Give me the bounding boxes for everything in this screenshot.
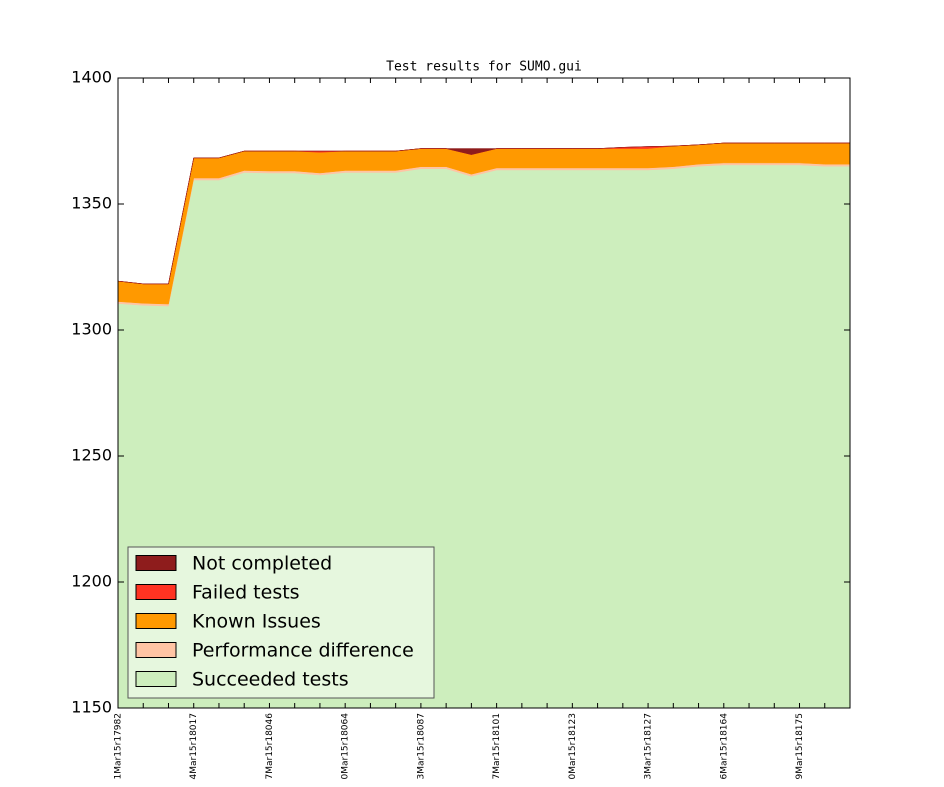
legend-swatch [135,584,177,600]
legend-label: Not completed [192,553,332,575]
x-tick-label: 0Mar15r18064 [341,713,351,780]
legend-box [127,546,435,699]
y-tick-label: 1300 [71,320,112,339]
legend-swatch [135,613,177,629]
legend-swatch [135,555,177,571]
legend-swatch [135,671,177,687]
y-tick-label: 1150 [71,698,112,717]
legend-label: Failed tests [192,582,300,604]
area [118,142,850,285]
legend-label: Succeeded tests [192,669,349,691]
x-tick-label: 7Mar15r18101 [492,713,502,780]
y-tick-label: 1400 [71,68,112,87]
legend: Not completed Failed tests Known Issues Per… [127,546,435,699]
legend-swatch [135,642,177,658]
y-tick-label: 1200 [71,572,112,591]
x-tick-label: 3Mar15r18087 [416,713,426,780]
x-tick-label: 1Mar15r17982 [114,713,124,780]
plot-frame [117,77,851,709]
x-tick-label: 6Mar15r18164 [719,713,729,780]
x-tick-label: 0Mar15r18123 [568,713,578,780]
legend-label: Performance difference [192,640,414,662]
x-tick-label: 3Mar15r18127 [644,713,654,780]
legend-label: Known Issues [192,611,321,633]
x-tick-label: 9Mar15r18175 [795,713,805,780]
y-tick-label: 1350 [71,194,112,213]
y-tick-label: 1250 [71,446,112,465]
x-tick-label: 7Mar15r18046 [265,713,275,780]
chart-title: Test results for SUMO.gui [386,60,582,75]
x-tick-label: 4Mar15r18017 [189,713,199,780]
